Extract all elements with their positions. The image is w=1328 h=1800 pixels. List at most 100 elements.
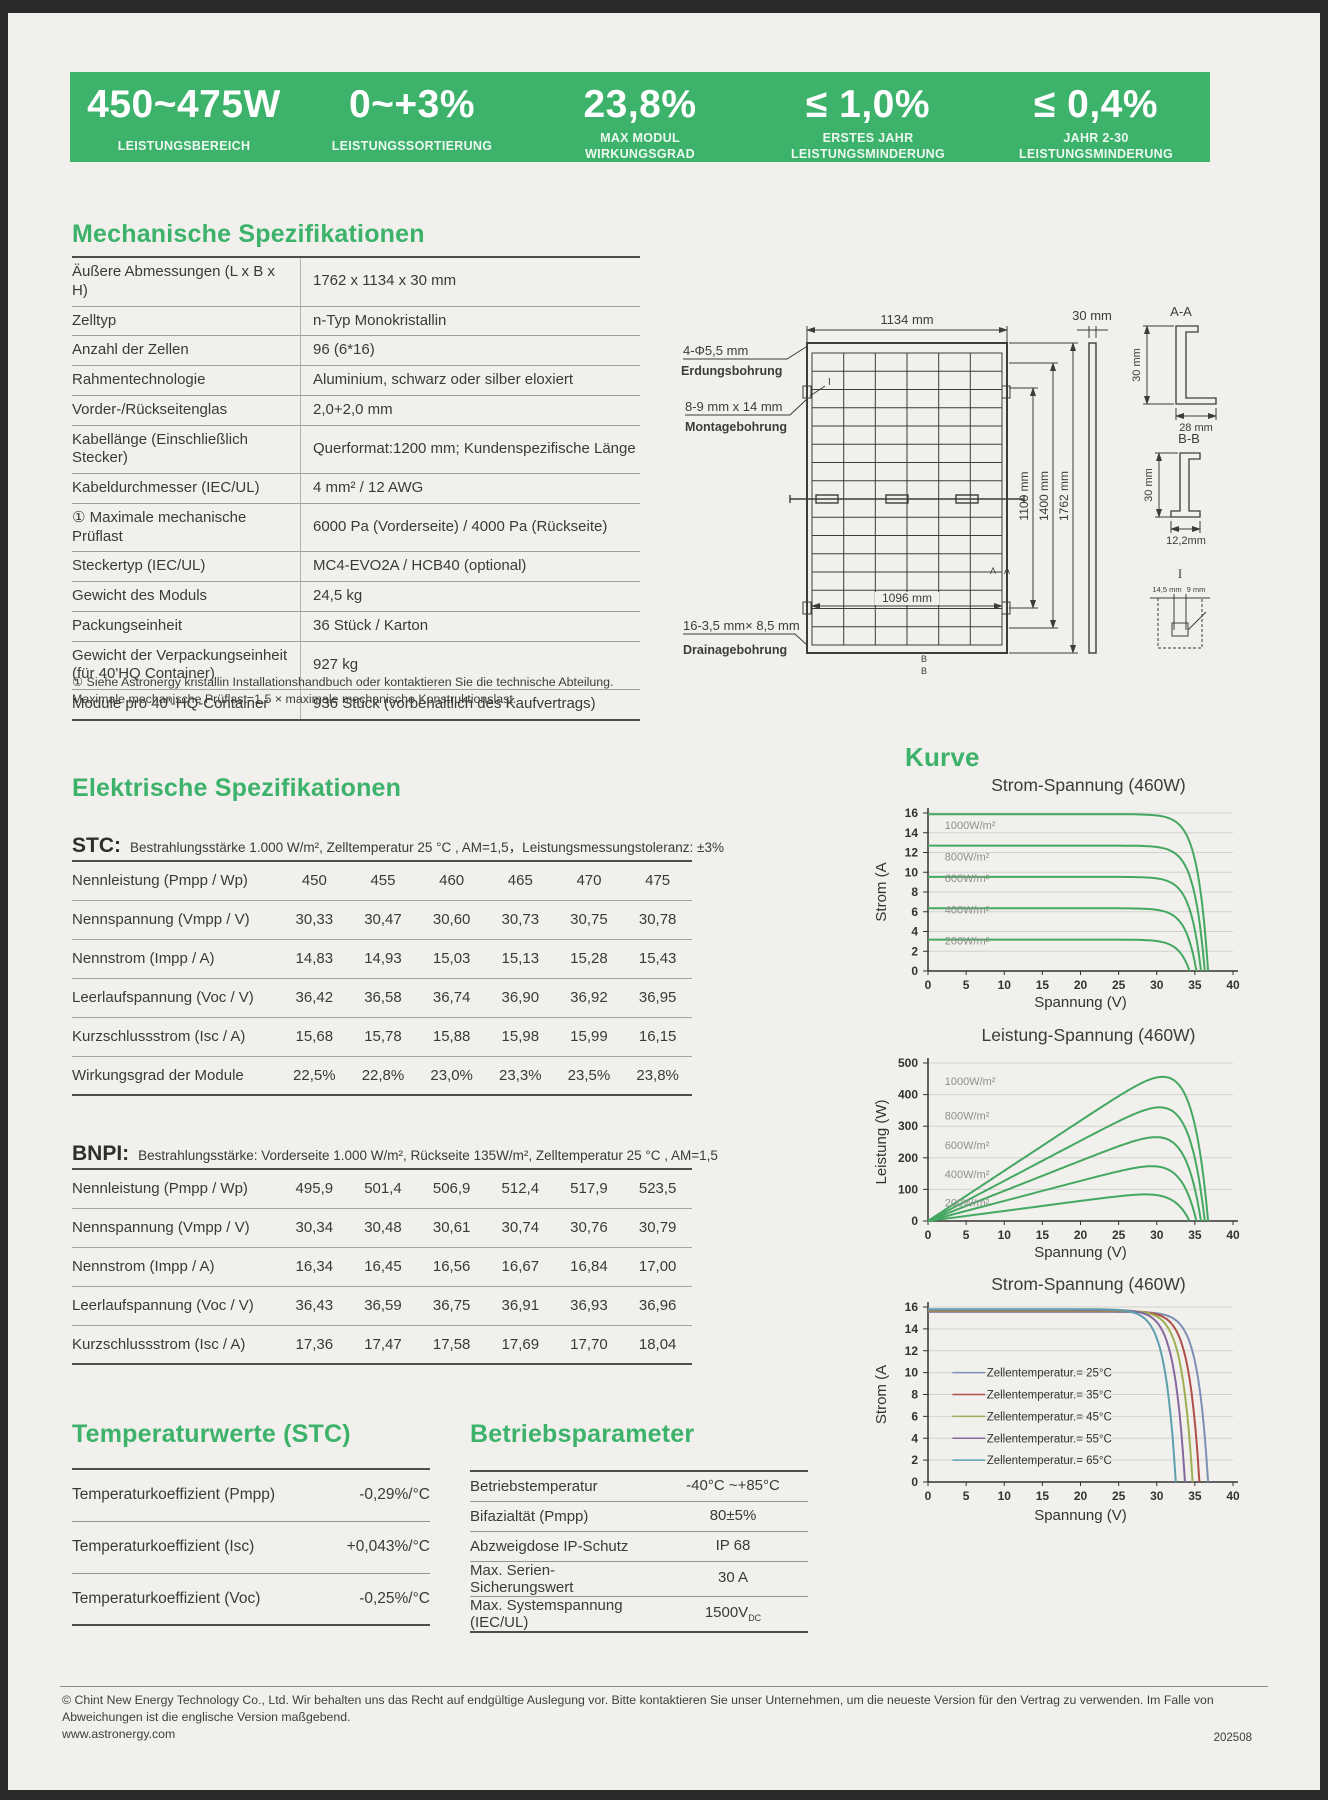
mechanical-footnote: ① Siehe Astronergy kristallin Installati…: [72, 674, 662, 709]
stc-value: 15,03: [432, 950, 471, 967]
module-side-view: [1077, 326, 1108, 654]
banner-item: ≤ 0,4% JAHR 2-30 LEISTUNGSMINDERUNG: [982, 72, 1210, 162]
spec-value: 927 kg: [313, 655, 359, 673]
spec-row: ① Maximale mechanische Prüflast 6000 Pa …: [72, 503, 640, 552]
stc-row-label: Kurzschlussstrom (Isc / A): [72, 1028, 246, 1045]
spec-label: Steckertyp (IEC/UL): [72, 551, 301, 582]
curve-iv1-0: [928, 813, 1210, 972]
stc-value: 22,5%: [293, 1066, 336, 1084]
stc-conditions: STC: Bestrahlungsstärke 1.000 W/m², Zellt…: [72, 834, 724, 858]
bnpi-value: 17,00: [638, 1258, 677, 1275]
y-axis-label: Strom (A: [873, 862, 890, 921]
spec-value: 24,5 kg: [313, 587, 363, 604]
series-label: 800W/m²: [945, 852, 990, 864]
stc-value: 30,73: [501, 911, 540, 928]
spec-value: 1762 x 1134 x 30 mm: [313, 272, 457, 290]
y-axis-label: Leistung (W): [873, 1099, 890, 1184]
bnpi-value: 495,9: [295, 1180, 334, 1198]
spec-row: Kabellänge (Einschließlich Stecker) Quer…: [72, 425, 640, 474]
temperature-label: Temperaturkoeffizient (Isc): [72, 1538, 255, 1555]
dim-aa: [1143, 325, 1217, 420]
stc-value: 30,47: [364, 911, 402, 928]
stc-value: 30,78: [638, 911, 677, 928]
bnpi-conditions: BNPI: Bestrahlungsstärke: Vorderseite 1.0…: [72, 1142, 718, 1166]
bnpi-value: 36,59: [364, 1297, 402, 1314]
footer-website-link[interactable]: www.astronergy.com: [62, 1727, 176, 1741]
y-tick-label: 12: [905, 846, 919, 860]
x-tick-label: 25: [1112, 1228, 1126, 1242]
y-tick-label: 14: [905, 1322, 919, 1336]
bnpi-value: 17,69: [501, 1335, 540, 1353]
bb-height-label: 30 mm: [1143, 468, 1155, 502]
curve-pv-3: [927, 1165, 1198, 1222]
stc-value: 15,88: [432, 1028, 471, 1045]
banner-value: 23,8%: [583, 83, 697, 126]
x-tick-label: 10: [998, 1489, 1012, 1503]
series-label: 200W/m²: [945, 936, 990, 948]
bnpi-value: 512,4: [501, 1180, 540, 1198]
spec-row: Rahmentechnologie Aluminium, schwarz ode…: [72, 365, 640, 396]
x-tick-label: 40: [1226, 1228, 1240, 1242]
operating-value: -40°C ~+85°C: [686, 1476, 780, 1494]
banner-value: 450~475W: [87, 83, 281, 126]
module-technical-drawing: 1134 mm 30 mm 1100 mm 1400 mm 1762 mm 10…: [681, 304, 1217, 676]
y-tick-label: 2: [911, 944, 918, 958]
spec-value: Querformat:1200 mm; Kundenspezifische Lä…: [313, 439, 636, 457]
curve-pv-1: [927, 1106, 1206, 1222]
bnpi-value: 17,70: [570, 1335, 608, 1353]
dim-bb: [1155, 452, 1201, 533]
bnpi-row-label: Leerlaufspannung (Voc / V): [72, 1297, 254, 1314]
banner-value: 0~+3%: [348, 83, 476, 126]
stc-value: 36,90: [501, 989, 540, 1006]
banner-label: ERSTES JAHR LEISTUNGSMINDERUNG: [790, 130, 945, 161]
chart-title: Strom-Spannung (460W): [991, 1274, 1186, 1294]
stc-value: 15,99: [570, 1028, 608, 1045]
y-tick-label: 0: [911, 964, 918, 978]
bnpi-value: 30,76: [570, 1219, 608, 1236]
spec-row: Gewicht des Moduls 24,5 kg: [72, 581, 640, 612]
mounting-leader: [685, 398, 808, 416]
y-tick-label: 10: [905, 865, 919, 879]
x-tick-label: 40: [1226, 1489, 1240, 1503]
operating-row: Max. Serien-Sicherungswert 30 A: [470, 1561, 808, 1596]
stc-value: 470: [576, 872, 602, 890]
stc-row: Kurzschlussstrom (Isc / A) 15,68 15,78 1…: [72, 1017, 692, 1056]
curve-pv-4: [927, 1193, 1191, 1222]
spec-label: Gewicht des Moduls: [72, 581, 301, 612]
stc-value: 460: [439, 872, 465, 890]
bnpi-value: 36,96: [638, 1297, 677, 1314]
operating-row: Abzweigdose IP-Schutz IP 68: [470, 1531, 808, 1561]
spec-value: 2,0+2,0 mm: [313, 400, 393, 418]
mechanical-section-title: Mechanische Spezifikationen: [72, 220, 425, 248]
series-label: 600W/m²: [945, 1140, 990, 1152]
spec-value: n-Typ Monokristallin: [313, 311, 447, 329]
x-tick-label: 0: [925, 978, 932, 992]
aa-width-label: 28 mm: [1179, 422, 1213, 434]
bnpi-value: 16,56: [432, 1258, 471, 1275]
spec-label: Packungseinheit: [72, 611, 301, 641]
dim-width-label: 1134 mm: [880, 312, 933, 327]
stc-value: 30,75: [570, 911, 608, 928]
stc-label: STC:: [72, 834, 121, 857]
section-bb-title: B-B: [1178, 431, 1200, 446]
spec-row: Kabeldurchmesser (IEC/UL) 4 mm² / 12 AWG: [72, 473, 640, 504]
drainage-size-label: 16-3,5 mm× 8,5 mm: [683, 618, 800, 633]
legend-label: Zellentemperatur.= 55°C: [987, 1433, 1112, 1445]
y-tick-label: 16: [905, 806, 919, 820]
temperature-table: Temperaturkoeffizient (Pmpp) -0,29%/°C T…: [72, 1468, 430, 1626]
bnpi-value: 36,75: [432, 1297, 471, 1314]
bb-width-label: 12,2mm: [1166, 535, 1206, 547]
x-tick-label: 15: [1036, 1228, 1050, 1242]
y-tick-label: 14: [905, 826, 919, 840]
mounting-size-label: 8-9 mm x 14 mm: [685, 399, 783, 414]
drainage-name-label: Drainagebohrung: [683, 643, 787, 657]
stc-value: 36,95: [638, 989, 677, 1006]
spec-label: Zelltyp: [72, 306, 301, 336]
detail-i: [1150, 594, 1210, 649]
bnpi-value: 17,58: [432, 1335, 471, 1353]
dim-width: [806, 326, 1008, 342]
series-label: 200W/m²: [945, 1197, 990, 1209]
stc-table: Nennleistung (Pmpp / Wp) 450 455 460 465…: [72, 860, 692, 1096]
stc-value: 15,78: [364, 1028, 402, 1045]
x-tick-label: 0: [925, 1489, 932, 1503]
